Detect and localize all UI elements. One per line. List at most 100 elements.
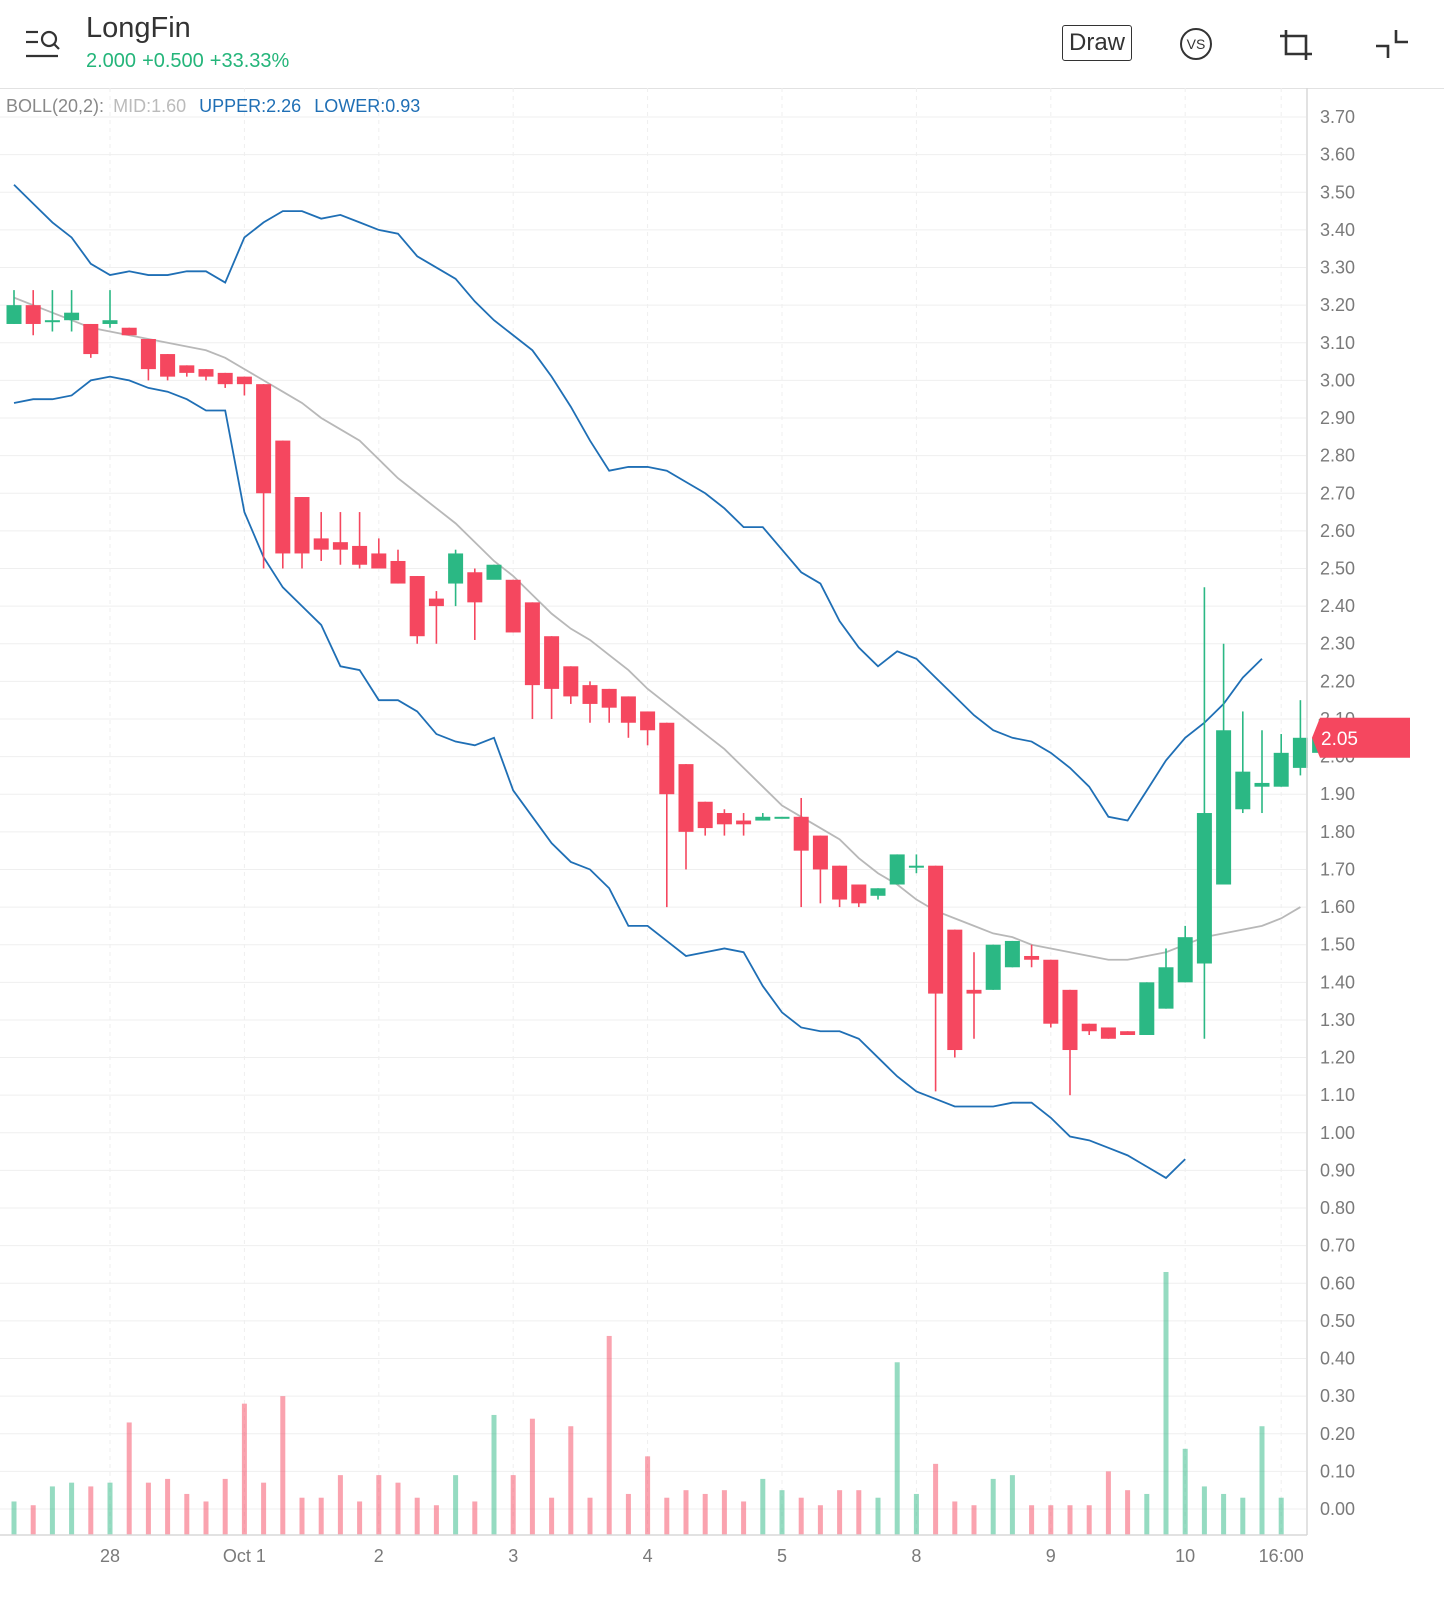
volume-bar <box>1221 1493 1227 1535</box>
volume-bar <box>702 1493 708 1535</box>
candle-body <box>870 888 886 896</box>
y-tick-label: 2.40 <box>1320 596 1355 616</box>
compare-vs-button[interactable]: VS <box>1180 28 1212 60</box>
x-tick-label: 8 <box>911 1546 921 1566</box>
candle <box>812 835 828 904</box>
volume-bar <box>88 1486 94 1535</box>
candle-body <box>140 339 156 370</box>
volume-bar <box>1086 1505 1092 1535</box>
candle-body <box>601 688 617 708</box>
candle-body <box>640 711 656 731</box>
draw-button[interactable]: Draw <box>1062 25 1133 61</box>
volume-bar <box>395 1482 401 1535</box>
y-tick-label: 3.00 <box>1320 370 1355 390</box>
candle <box>947 929 963 1058</box>
candle <box>774 816 790 819</box>
volume-bar <box>299 1497 305 1535</box>
candle-body <box>256 384 272 494</box>
volume-bar <box>856 1490 862 1535</box>
volume-bars <box>11 1271 1284 1535</box>
candle-body <box>524 602 540 686</box>
candle-body <box>294 497 310 554</box>
price-tag-bg <box>1312 717 1410 758</box>
volume-bar <box>69 1482 75 1535</box>
candle-body <box>44 320 60 323</box>
candle-body <box>908 865 924 868</box>
candle-body <box>1139 982 1155 1035</box>
y-tick-label: 3.40 <box>1320 220 1355 240</box>
volume-bar <box>1163 1271 1169 1535</box>
candle-body <box>1062 989 1078 1051</box>
indicator-legend: BOLL(20,2): MID:1.60 UPPER:2.26 LOWER:0.… <box>6 96 420 116</box>
candle-body <box>966 989 982 994</box>
volume-bar <box>1144 1493 1150 1535</box>
volume-bar <box>145 1482 151 1535</box>
candle <box>294 497 310 569</box>
volume-bar <box>184 1493 190 1535</box>
candle <box>870 888 886 900</box>
volume-bar <box>222 1478 228 1535</box>
candle <box>544 636 560 719</box>
candle-body <box>160 354 176 377</box>
candle <box>851 884 867 908</box>
candle-body <box>1196 813 1212 964</box>
y-tick-label: 1.40 <box>1320 972 1355 992</box>
volume-bar <box>126 1422 132 1535</box>
candle-body <box>1254 782 1270 787</box>
candle <box>83 323 99 358</box>
candle-body <box>1100 1027 1116 1039</box>
candle <box>736 813 752 836</box>
candle <box>1139 982 1155 1035</box>
volume-bar <box>933 1463 939 1535</box>
candle-body <box>198 369 214 377</box>
menu-search-icon[interactable] <box>24 26 62 62</box>
volume-bar <box>606 1335 612 1535</box>
price-tag-label: 2.05 <box>1321 729 1358 750</box>
y-tick-label: 1.70 <box>1320 859 1355 879</box>
candle-body <box>352 545 368 565</box>
y-tick-label: 1.80 <box>1320 822 1355 842</box>
candle <box>44 290 60 332</box>
volume-bar <box>990 1478 996 1535</box>
volume-bar <box>203 1501 209 1535</box>
candle <box>889 854 905 885</box>
lower-value: LOWER:0.93 <box>314 96 420 116</box>
candle <box>160 354 176 381</box>
candle-body <box>678 764 694 832</box>
candle <box>793 797 809 908</box>
volume-bar <box>1240 1497 1246 1535</box>
chart-header: LongFin 2.000 +0.500 +33.33% Draw VS <box>0 0 1444 89</box>
candles <box>6 290 1328 1096</box>
candle-body <box>563 666 579 697</box>
candle-body <box>889 854 905 885</box>
candle <box>928 865 944 1092</box>
volume-bar <box>913 1493 919 1535</box>
volume-bar <box>49 1486 55 1535</box>
crop-icon[interactable] <box>1278 28 1314 62</box>
candle <box>582 681 598 723</box>
candle-body <box>1004 940 1020 968</box>
volume-bar <box>1105 1471 1111 1535</box>
candle-body <box>544 636 560 689</box>
volume-bar <box>664 1497 670 1535</box>
candle-body <box>275 440 291 554</box>
candle <box>966 952 982 1039</box>
y-tick-label: 1.30 <box>1320 1010 1355 1030</box>
volume-bar <box>376 1475 382 1535</box>
volume-bar <box>1009 1475 1015 1535</box>
candle <box>716 809 732 836</box>
candle <box>448 549 464 607</box>
candle-body <box>371 553 387 569</box>
candle <box>198 369 214 381</box>
y-tick-label: 3.60 <box>1320 145 1355 165</box>
volume-bar <box>11 1501 17 1535</box>
volume-bar <box>683 1490 689 1535</box>
upper-band-line <box>13 184 1263 822</box>
candle-body <box>236 376 252 385</box>
candle-body <box>928 865 944 994</box>
x-tick-label: 4 <box>643 1546 653 1566</box>
candle-body <box>428 598 444 607</box>
shrink-icon[interactable] <box>1374 28 1410 62</box>
candle <box>275 440 291 569</box>
